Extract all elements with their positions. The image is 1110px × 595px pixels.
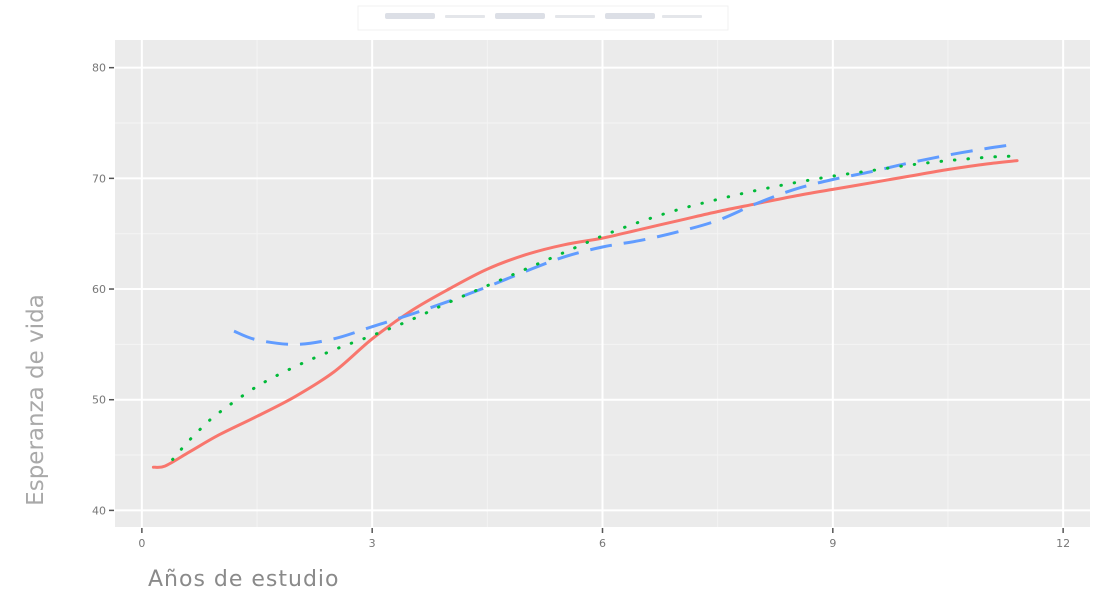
x-tick-label: 3 (369, 537, 376, 550)
axes: 0 3 6 9 12 40 50 60 70 80 (92, 62, 1070, 550)
y-tick-label: 70 (92, 172, 106, 185)
x-axis-title: Años de estudio (148, 567, 340, 592)
series-line-dotted (171, 154, 1011, 461)
y-tick-label: 50 (92, 394, 106, 407)
x-tick-label: 0 (138, 537, 145, 550)
series-line-solid (151, 159, 1019, 469)
x-tick-label: 12 (1056, 537, 1070, 550)
y-tick-label: 60 (92, 283, 106, 296)
x-tick-label: 9 (829, 537, 836, 550)
y-tick-label: 40 (92, 504, 106, 517)
legend (357, 5, 729, 31)
series-layer (151, 143, 1019, 469)
y-axis-title: Esperanza de vida (23, 294, 49, 506)
y-tick-label: 80 (92, 62, 106, 75)
series-line-dashed (233, 143, 1010, 346)
x-tick-label: 6 (599, 537, 606, 550)
